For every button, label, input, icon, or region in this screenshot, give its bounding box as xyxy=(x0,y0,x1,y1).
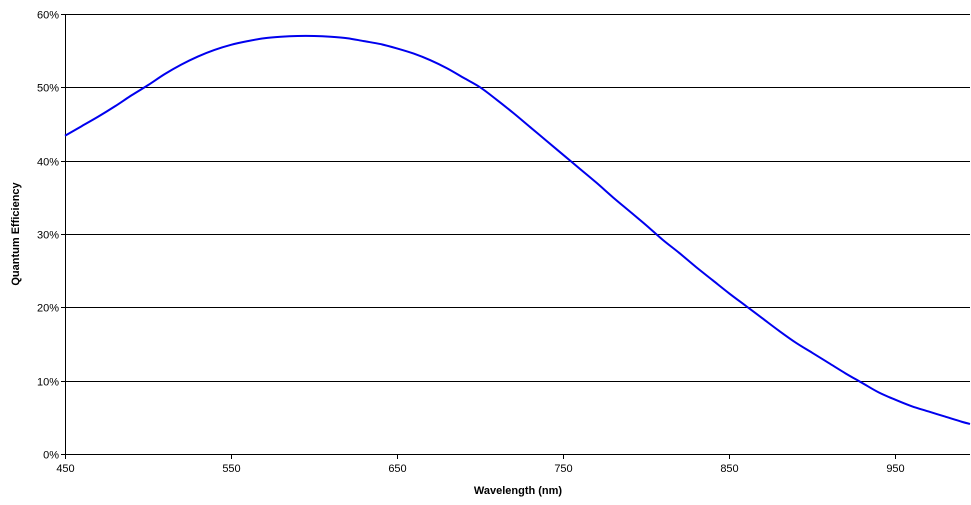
y-tick-label: 20% xyxy=(37,303,59,315)
y-tick-label: 40% xyxy=(37,157,59,169)
x-tick-label: 850 xyxy=(720,463,738,475)
x-axis-title: Wavelength (nm) xyxy=(474,485,563,497)
x-tick-label: 650 xyxy=(388,463,406,475)
axes xyxy=(61,14,970,459)
x-tick-label: 950 xyxy=(886,463,904,475)
gridlines xyxy=(65,14,970,382)
series-layer xyxy=(64,34,971,425)
y-tick-label: 0% xyxy=(43,450,59,462)
x-tick-labels: 450 550 650 750 850 950 xyxy=(56,463,904,475)
x-tick-label: 450 xyxy=(56,463,74,475)
x-tick-label: 750 xyxy=(554,463,572,475)
y-tick-label: 30% xyxy=(37,230,59,242)
y-tick-label: 10% xyxy=(37,377,59,389)
y-tick-labels: 0% 10% 20% 30% 40% 50% 60% xyxy=(37,10,59,462)
x-tick-label: 550 xyxy=(222,463,240,475)
series-line xyxy=(64,34,971,425)
y-tick-label: 60% xyxy=(37,10,59,22)
y-tick-label: 50% xyxy=(37,83,59,95)
y-axis-title: Quantum Efficiency xyxy=(10,181,22,285)
